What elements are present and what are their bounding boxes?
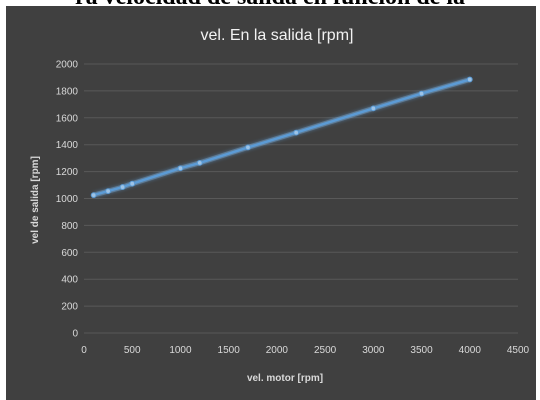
y-tick-label: 2000	[56, 60, 79, 71]
series-layer	[90, 76, 473, 199]
y-tick-label: 1200	[56, 167, 79, 178]
y-tick-label: 1600	[56, 113, 79, 124]
data-point	[245, 144, 251, 151]
x-axis-tick-labels: 0 500 1000 1500 2000 2500 3000 3500 4000 4500	[81, 345, 529, 356]
x-tick-label: 500	[124, 345, 141, 356]
y-tick-label: 600	[61, 248, 78, 259]
data-point	[90, 192, 97, 199]
y-tick-label: 1400	[56, 140, 79, 151]
x-tick-label: 3500	[410, 345, 433, 356]
data-point	[370, 105, 377, 112]
x-axis-title: vel. motor [rpm]	[247, 373, 323, 384]
x-tick-label: 3000	[362, 345, 385, 356]
y-tick-label: 800	[61, 221, 78, 232]
gridlines	[84, 63, 518, 334]
y-tick-label: 0	[72, 329, 78, 340]
chart-title: vel. En la salida [rpm]	[201, 27, 354, 44]
data-point	[105, 188, 112, 195]
data-point	[196, 159, 203, 166]
line-chart: vel. En la salida [rpm] 0 200 400 600 800 100…	[30, 27, 530, 384]
x-tick-label: 0	[81, 345, 87, 356]
data-point	[119, 184, 126, 190]
data-point	[177, 165, 184, 172]
chart-panel: vel. En la salida [rpm] 0 200 400 600 800 100…	[6, 6, 536, 400]
x-tick-label: 4500	[507, 345, 530, 356]
data-point	[129, 180, 136, 187]
y-tick-label: 200	[61, 302, 78, 313]
series-line	[93, 78, 471, 197]
y-tick-label: 400	[61, 275, 78, 286]
x-tick-label: 1500	[218, 345, 241, 356]
data-point	[466, 76, 473, 83]
x-tick-label: 4000	[459, 345, 482, 356]
x-tick-label: 1000	[169, 345, 192, 356]
y-tick-label: 1800	[56, 86, 79, 97]
data-point	[418, 90, 425, 97]
y-tick-label: 1000	[56, 194, 79, 205]
y-axis-title: vel de salida [rpm]	[30, 156, 41, 244]
y-axis-tick-labels: 0 200 400 600 800 1000 1200 1400 1600 1800 2000	[56, 60, 79, 340]
data-point	[293, 129, 300, 136]
clipped-caption-text: ra velocidad de salida en función de la	[0, 0, 540, 8]
x-tick-label: 2500	[314, 345, 337, 356]
x-tick-label: 2000	[266, 345, 289, 356]
